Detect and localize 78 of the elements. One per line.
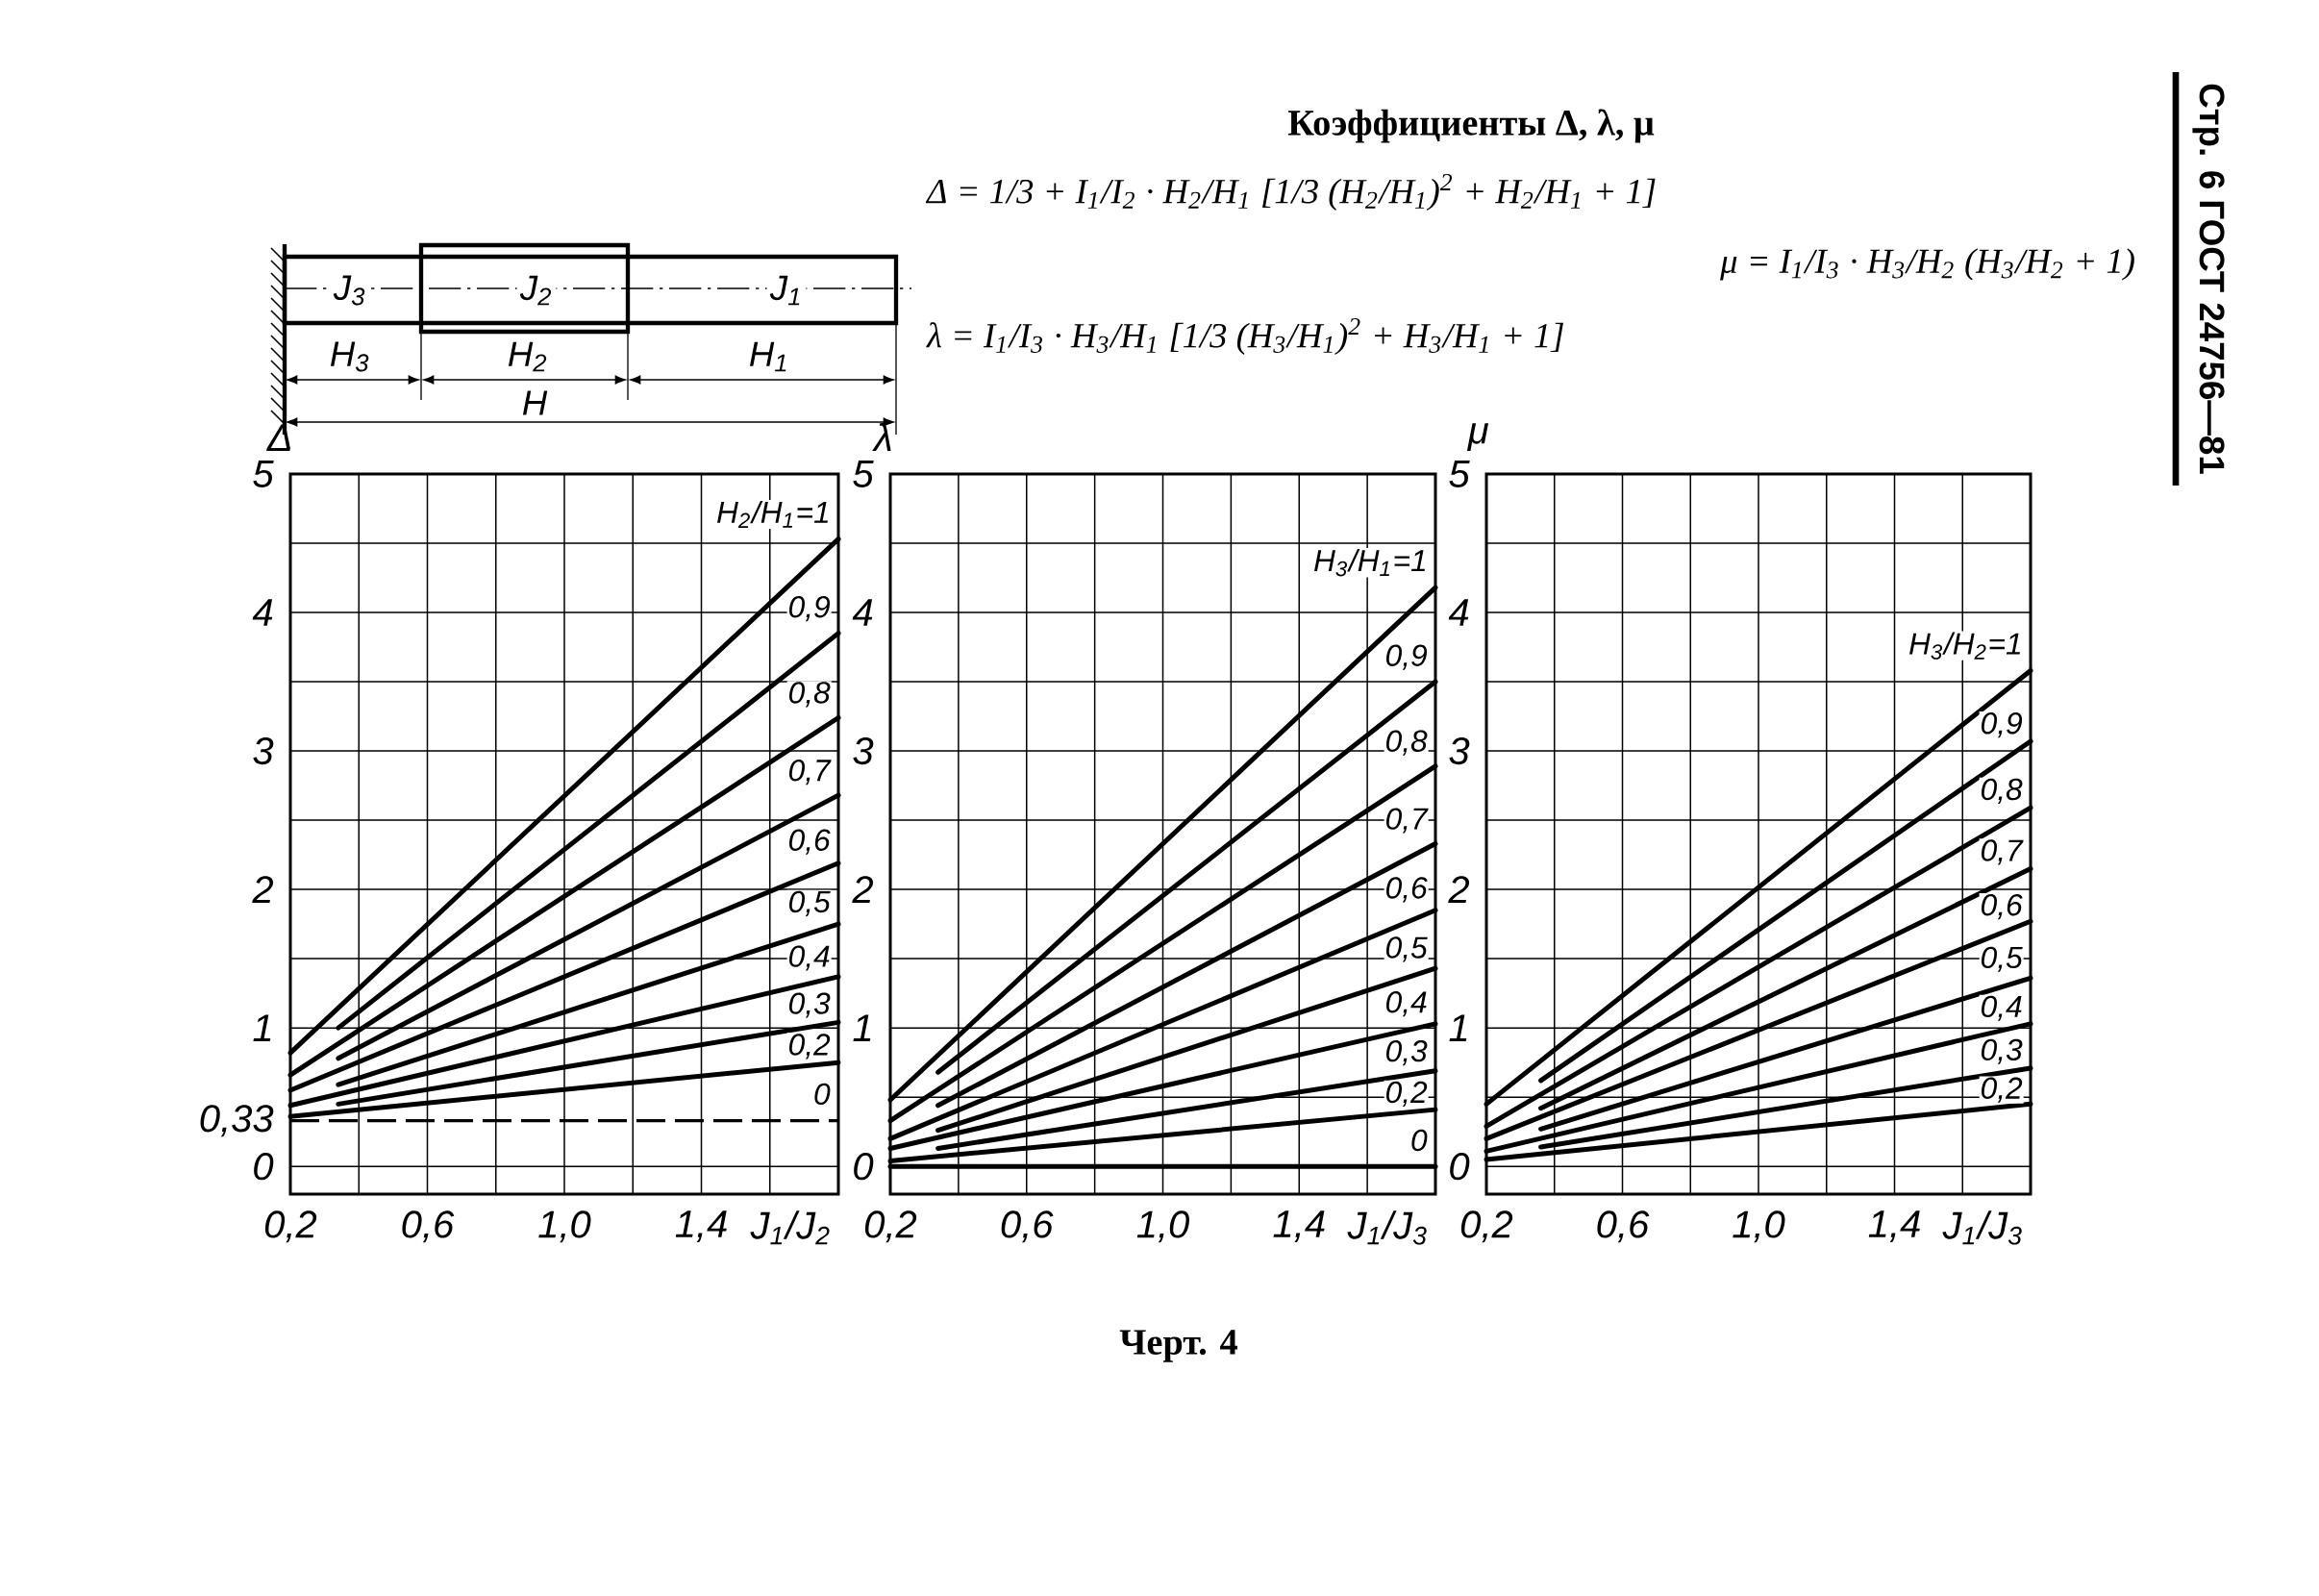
- y-tick-label: 4: [1448, 599, 1469, 626]
- series-label: 0,3: [789, 992, 831, 1018]
- text: H: [522, 390, 548, 415]
- series-label: 0,6: [1386, 877, 1428, 903]
- y-tick-label: 3: [1449, 736, 1470, 765]
- series-label: 0,8: [1982, 778, 2023, 804]
- text: λ = I$_{1}$/I$_{3}$ · H$_{3}$/H$_{1}$ [1/3 (H$_{3}$/H$_{1}$)$^{2}$ + H$_{3}$/H$_{1}$ + 1]: [926, 317, 1563, 355]
- series-label: 0,4: [1386, 991, 1427, 1017]
- text: Коэффициенты Δ, λ, μ: [1287, 109, 1655, 143]
- series-label: 0,8: [789, 682, 831, 708]
- text: Стр. 6 ГОСТ 24756—81: [2192, 84, 2225, 474]
- text: H$_{2}$: [508, 341, 547, 372]
- ref-line-label: 0: [814, 1083, 831, 1106]
- y-tick-label: 5: [253, 461, 274, 487]
- series-label: 0,5: [789, 890, 831, 916]
- x-tick-label: 1,0: [1733, 1210, 1785, 1243]
- series-label: 0,6: [789, 829, 831, 855]
- series-label: 0,4: [789, 945, 830, 971]
- y-tick-label: 2: [252, 876, 274, 904]
- series-label: 0,5: [1982, 946, 2023, 972]
- series-label: 0,7: [1386, 808, 1429, 834]
- x-tick-label: 1,0: [1136, 1210, 1189, 1243]
- series-label: 0,3: [1386, 1039, 1428, 1066]
- text: J$_{1}$: [769, 275, 800, 306]
- y-tick-label: 4: [852, 599, 873, 626]
- y-tick-label: 3: [853, 736, 874, 765]
- y-axis-title: λ: [872, 423, 891, 451]
- y-tick-label: 3: [253, 736, 274, 765]
- series-label: 0,2: [789, 1034, 831, 1060]
- series-label: 0: [1411, 1129, 1428, 1152]
- x-axis-title: J$_{1}$/J$_{3}$: [1347, 1210, 1427, 1245]
- text: H$_{1}$: [749, 341, 786, 372]
- y-tick-label: 0: [1450, 1153, 1470, 1181]
- x-tick-label: 1,0: [538, 1210, 591, 1243]
- series-label: 0,7: [789, 760, 832, 786]
- x-tick-label: 1,4: [1273, 1210, 1325, 1242]
- text: J$_{2}$: [519, 275, 552, 306]
- y-tick-label: 5: [853, 461, 874, 487]
- series-label: 0,9: [789, 596, 831, 622]
- y-tick-label: 2: [1448, 876, 1470, 904]
- series-label: 0,9: [1386, 644, 1428, 670]
- text: Δ = 1/3 + I$_{1}$/I$_{2}$ · H$_{2}$/H$_{1}$ [1/3 (H$_{2}$/H$_{1}$)$^{2}$ + H$_{2}$/H$_{1}$ + 1]: [925, 173, 1656, 211]
- x-tick-label: 1,4: [1868, 1210, 1920, 1242]
- x-tick-label: 0,6: [1597, 1210, 1650, 1243]
- series-label: 0,6: [1982, 894, 2023, 920]
- x-tick-label: 0,6: [402, 1210, 455, 1243]
- series-label: 0,7: [1982, 839, 2024, 865]
- series-label: 0,4: [1982, 995, 2022, 1021]
- y-tick-label: 2: [852, 876, 874, 904]
- text: H$_{3}$: [330, 341, 369, 372]
- x-tick-label: 0,6: [1001, 1210, 1054, 1243]
- y-tick-label: 5: [1449, 461, 1470, 487]
- series-label: 0,2: [1386, 1081, 1428, 1107]
- text: Черт. 4: [1119, 1330, 1237, 1362]
- y-tick-label: 4: [252, 599, 273, 626]
- series-label: 0,8: [1386, 730, 1428, 756]
- x-tick-label: 0,2: [264, 1210, 317, 1243]
- x-tick-label: 1,4: [675, 1210, 727, 1242]
- text: μ = I$_{1}$/I$_{3}$ · H$_{3}$/H$_{2}$ (H$_{3}$/H$_{2}$ + 1): [1720, 248, 2134, 281]
- x-axis-title: J$_{1}$/J$_{2}$: [750, 1210, 830, 1245]
- y-tick-label: 1: [853, 1014, 871, 1041]
- series-label: 0,5: [1386, 936, 1428, 962]
- y-tick-label: 0: [254, 1153, 274, 1181]
- x-tick-label: 0,2: [1460, 1210, 1513, 1243]
- y-tick-label: 0: [854, 1153, 874, 1181]
- series-label: H$_{3}$/H$_{2}$=1: [1909, 632, 2021, 660]
- y-tick-label: 1: [1449, 1014, 1467, 1041]
- series-label: 0,9: [1982, 712, 2023, 738]
- series-label: 0,2: [1982, 1077, 2023, 1103]
- series-label: H$_{3}$/H$_{1}$=1: [1314, 549, 1426, 577]
- y-tick-label: 1: [253, 1014, 271, 1041]
- text: J$_{3}$: [333, 275, 365, 306]
- series-label: H$_{2}$/H$_{1}$=1: [717, 500, 829, 529]
- y-tick-label: 0,33: [200, 1105, 274, 1137]
- x-axis-title: J$_{1}$/J$_{3}$: [1942, 1210, 2022, 1245]
- x-tick-label: 0,2: [864, 1210, 917, 1243]
- y-axis-title: μ: [1466, 423, 1489, 451]
- series-label: 0,3: [1982, 1038, 2023, 1064]
